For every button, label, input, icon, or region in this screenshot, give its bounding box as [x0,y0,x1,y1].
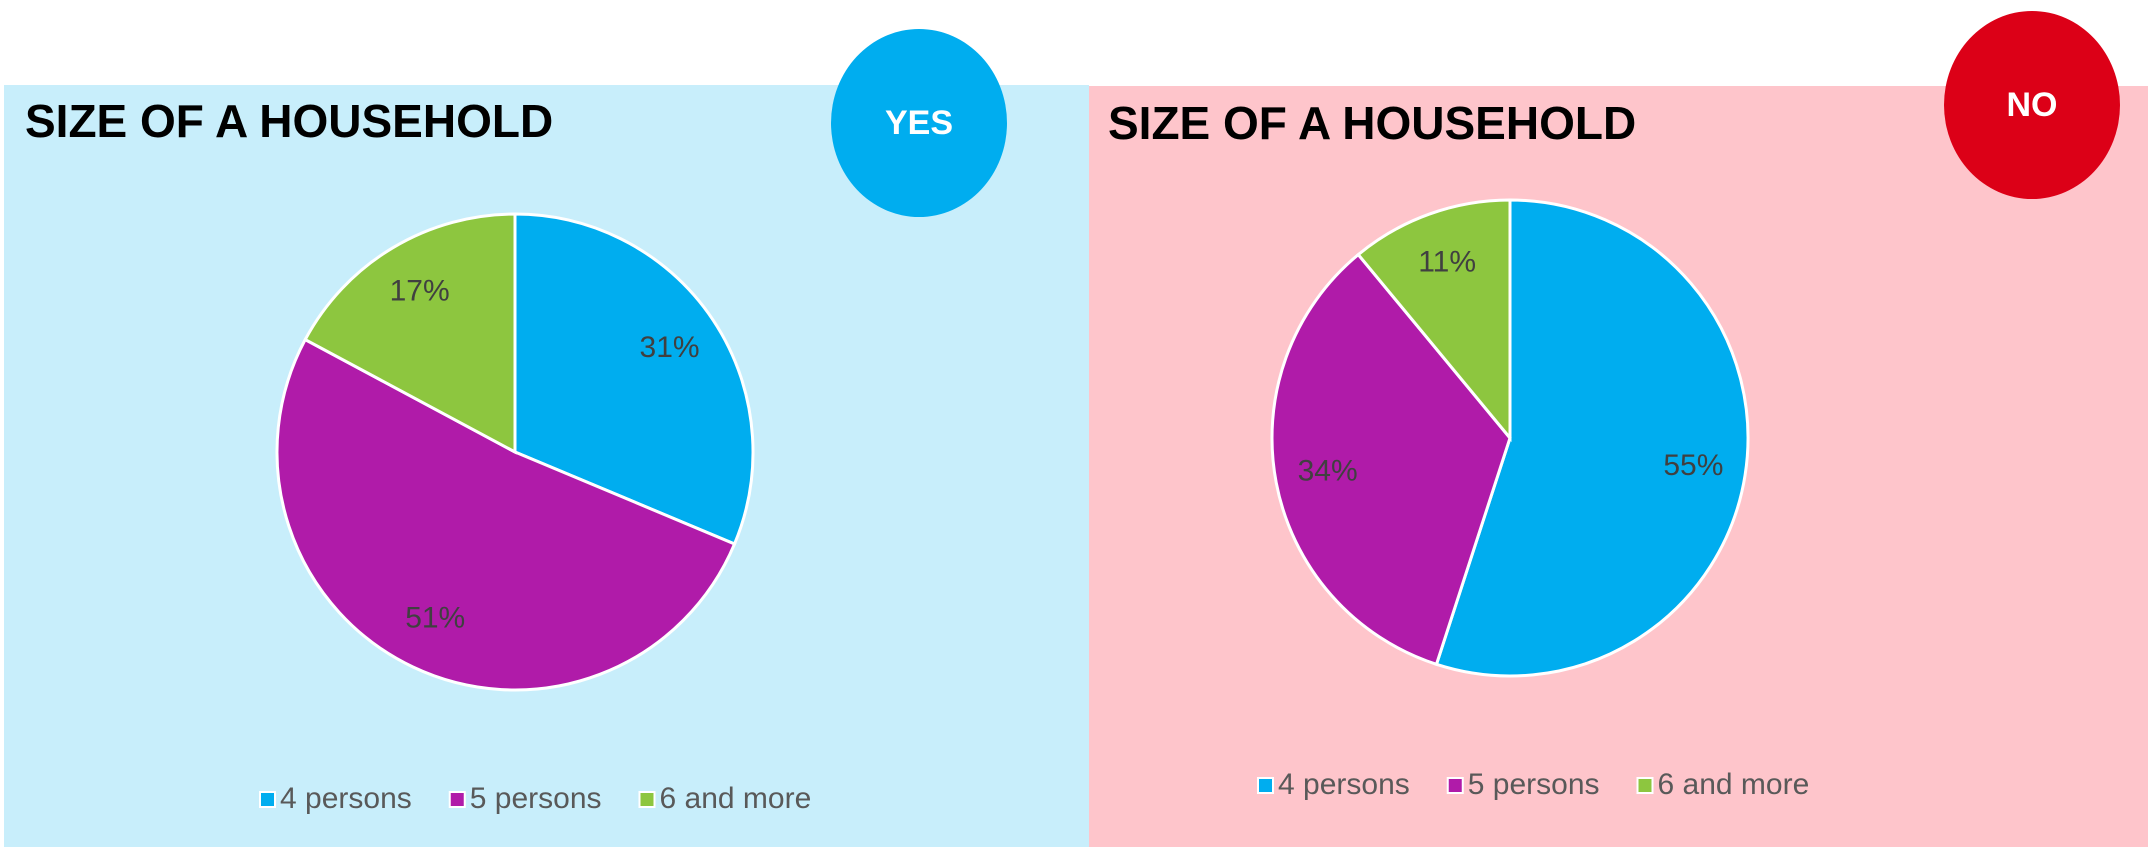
pie-slice [275,337,737,692]
badge-circle [1944,11,2120,199]
pie-slice [513,212,755,546]
value-label: 51% [405,602,465,635]
pie-slice [1270,252,1512,667]
value-label: 17% [390,275,450,308]
legend-label: 5 persons [1468,768,1600,801]
badge-circle [831,29,1007,217]
pie-slice [1434,198,1750,678]
legend-label: 5 persons [470,782,602,815]
legend-label: 4 persons [280,782,412,815]
badge-label: YES [885,104,953,142]
chart-title: SIZE OF A HOUSEHOLD [25,95,553,147]
legend-label: 6 and more [660,782,812,815]
pie-slice [1356,198,1512,443]
value-label: 11% [1418,245,1476,278]
pie-slice [303,212,517,455]
value-label: 34% [1298,455,1358,488]
value-label: 31% [640,331,700,364]
legend-marker [1446,777,1464,794]
legend-marker [259,791,276,808]
legend-label: 6 and more [1658,768,1810,801]
value-label: 55% [1663,449,1723,482]
chart-title: SIZE OF A HOUSEHOLD [1108,97,1636,149]
legend-marker [638,791,656,808]
badge-label: NO [2007,86,2058,124]
legend-marker [1636,777,1654,794]
legend-label: 4 persons [1278,768,1410,801]
legend-marker [448,791,466,808]
legend-marker [1257,777,1274,794]
